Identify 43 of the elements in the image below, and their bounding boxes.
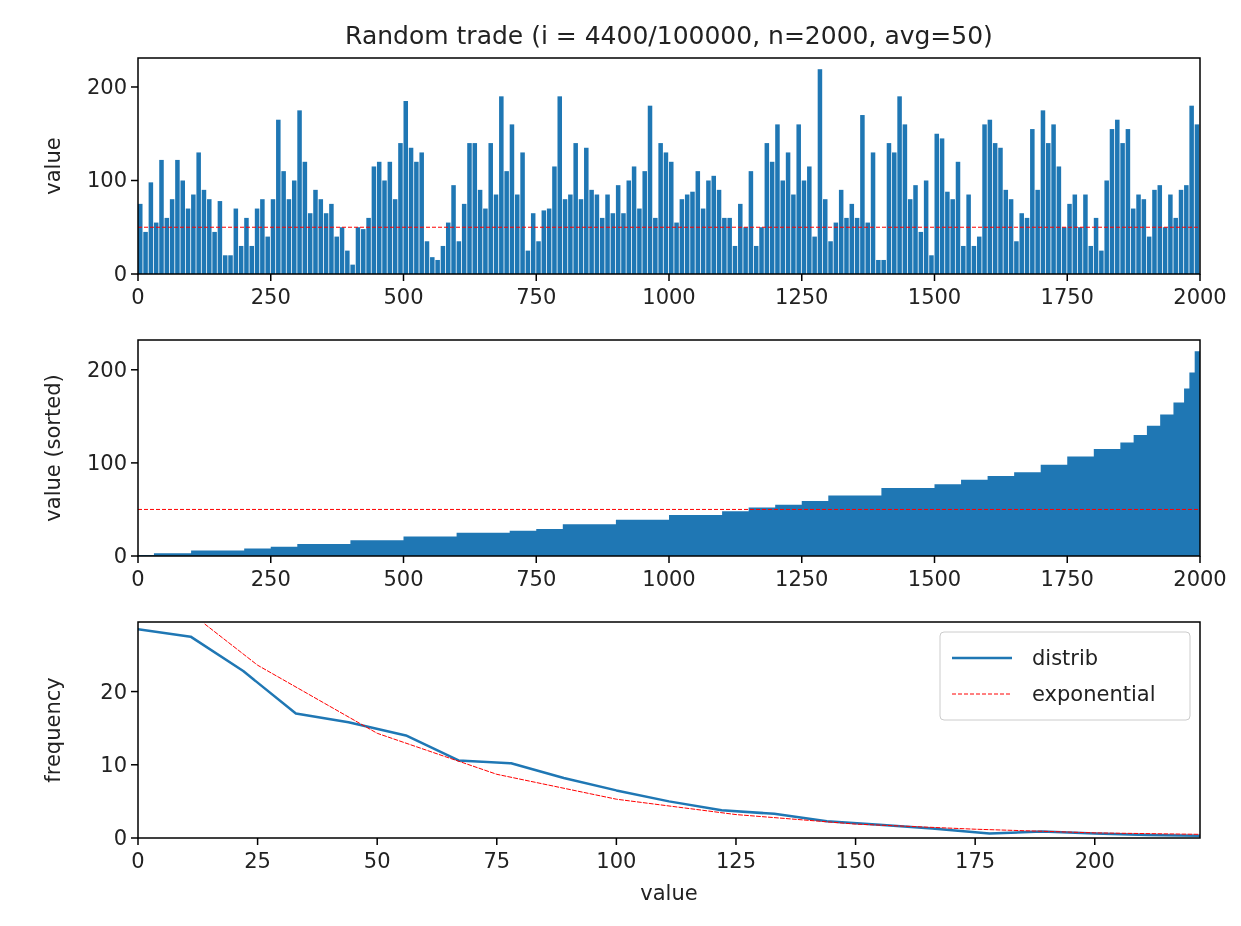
x-tick-label: 250 [250,285,291,309]
x-tick-label: 125 [715,849,757,873]
x-tick-label: 500 [383,567,424,591]
x-tick-label: 200 [1074,849,1115,873]
y-axis-title: value (sorted) [41,374,65,522]
x-tick-label: 250 [250,567,291,591]
x-tick-label: 1750 [1040,567,1094,591]
x-tick-label: 1500 [907,567,962,591]
legend-label: distrib [1032,646,1099,670]
y-tick-label: 200 [86,74,127,99]
y-tick-label: 0 [113,544,127,568]
x-axis-title: value [640,881,698,905]
x-tick-label: 0 [131,567,145,591]
y-axis-title: value [41,137,65,195]
y-axis-title: frequency [41,677,65,783]
x-tick-label: 0 [131,849,145,873]
y-tick-label: 100 [86,168,127,193]
y-tick-label: 10 [100,752,127,777]
x-tick-label: 1250 [775,285,829,309]
x-tick-label: 1500 [907,285,962,309]
x-tick-label: 2000 [1173,285,1227,309]
y-tick-label: 100 [86,450,127,475]
x-tick-label: 500 [383,285,424,309]
x-tick-label: 1000 [642,567,696,591]
y-tick-label: 0 [113,262,127,286]
x-tick-label: 100 [596,849,637,873]
x-tick-label: 50 [363,849,391,873]
x-tick-label: 0 [131,285,145,309]
y-tick-label: 20 [100,679,127,704]
x-tick-label: 750 [516,285,557,309]
x-tick-label: 1000 [642,285,696,309]
x-tick-label: 175 [955,849,996,873]
x-tick-label: 75 [483,849,511,873]
legend-label: exponential [1032,682,1156,706]
x-tick-label: 1250 [775,567,829,591]
x-tick-label: 25 [244,849,271,873]
x-tick-label: 150 [835,849,876,873]
x-tick-label: 2000 [1173,567,1227,591]
y-tick-label: 0 [113,826,127,850]
chart-title: Random trade (i = 4400/100000, n=2000, avg=50) [345,21,993,50]
x-tick-label: 750 [516,567,557,591]
y-tick-label: 200 [86,357,127,382]
x-tick-label: 1750 [1040,285,1094,309]
